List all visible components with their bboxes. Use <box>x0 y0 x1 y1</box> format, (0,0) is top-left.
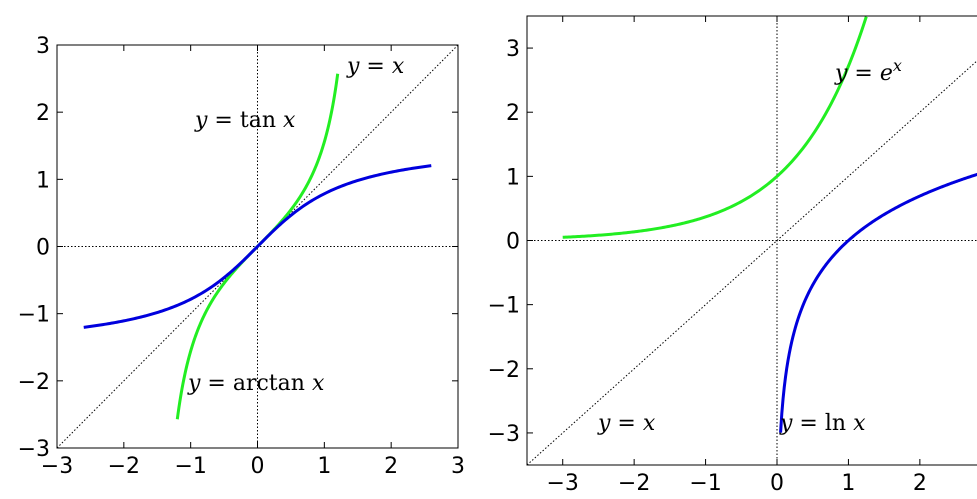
x-tick-label: 2 <box>913 471 927 496</box>
x-tick-label: −2 <box>108 454 140 479</box>
annotation-label: y = arctan x <box>187 371 325 396</box>
annotation-part: = arctan <box>200 371 312 396</box>
annotation-label: y = tan x <box>194 108 296 133</box>
series-line-arctan <box>83 164 432 329</box>
plot-area <box>57 45 458 448</box>
y-tick-label: −1 <box>488 294 520 319</box>
y-tick-label: −1 <box>18 303 50 328</box>
y-tick-label: 0 <box>506 230 520 255</box>
annotation-part: x <box>853 411 866 436</box>
annotation-part: y <box>187 371 201 396</box>
y-tick-label: 0 <box>36 236 50 261</box>
x-tick-label: 1 <box>841 471 855 496</box>
annotation-part: x <box>392 54 405 79</box>
annotation-part: = <box>610 411 642 436</box>
plot-area <box>527 16 977 465</box>
annotation-part: y <box>194 108 208 133</box>
annotation-label: y = ln x <box>779 411 866 436</box>
annotation-part: x <box>283 108 296 133</box>
x-tick-label: −1 <box>174 454 206 479</box>
annotation-part: x <box>893 56 902 75</box>
y-tick-label: 1 <box>36 168 50 193</box>
annotation-part: = tan <box>207 108 283 133</box>
x-tick-label: 0 <box>770 471 784 496</box>
annotation-label: y = ex <box>834 56 902 86</box>
annotation-part: = <box>847 61 879 86</box>
annotation-part: = ln <box>792 411 853 436</box>
x-tick-label: 3 <box>451 454 465 479</box>
x-tick-label: 1 <box>317 454 331 479</box>
y-tick-label: −2 <box>18 370 50 395</box>
annotation-part: x <box>312 371 325 396</box>
annotation-part: e <box>880 61 893 86</box>
annotation-label: y = x <box>346 54 405 79</box>
y-tick-label: −2 <box>488 358 520 383</box>
y-tick-label: −3 <box>488 422 520 447</box>
series-line-exp <box>562 16 868 239</box>
x-tick-label: 2 <box>384 454 398 479</box>
annotation-part: y <box>597 411 611 436</box>
annotation-part: y <box>779 411 793 436</box>
y-tick-label: 2 <box>36 101 50 126</box>
y-tick-label: 2 <box>506 101 520 126</box>
y-tick-label: −3 <box>18 437 50 462</box>
annotation-part: y <box>346 54 360 79</box>
y-tick-label: 1 <box>506 165 520 190</box>
annotation-part: y <box>834 61 848 86</box>
y-tick-label: 3 <box>506 37 520 62</box>
y-tick-label: 3 <box>36 34 50 59</box>
x-tick-label: −3 <box>546 471 578 496</box>
series-line-ln <box>779 172 977 433</box>
x-tick-label: −2 <box>618 471 650 496</box>
x-tick-label: −1 <box>689 471 721 496</box>
annotation-part: = <box>359 54 391 79</box>
annotation-label: y = x <box>597 411 656 436</box>
x-tick-label: 0 <box>251 454 265 479</box>
annotation-part: x <box>643 411 656 436</box>
x-tick-label: −3 <box>41 454 73 479</box>
